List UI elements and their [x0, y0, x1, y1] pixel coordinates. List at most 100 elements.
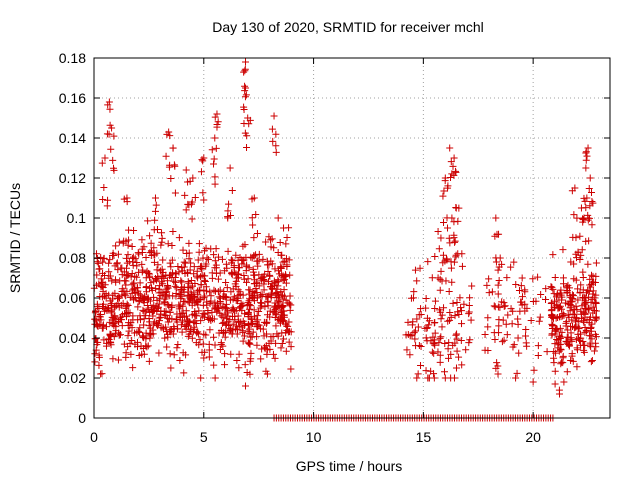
data-point	[198, 156, 206, 164]
data-point	[174, 263, 182, 271]
data-point	[566, 292, 574, 300]
data-point	[514, 320, 522, 328]
data-point	[125, 226, 133, 234]
data-point	[167, 303, 175, 311]
data-point	[210, 333, 218, 341]
data-point	[444, 224, 452, 232]
data-point	[559, 359, 567, 367]
data-point	[582, 298, 590, 306]
data-point	[465, 310, 473, 318]
data-point	[272, 311, 280, 319]
data-point	[588, 335, 596, 343]
data-point	[277, 344, 285, 352]
data-point	[501, 302, 509, 310]
data-point	[220, 288, 228, 296]
data-point	[102, 342, 110, 350]
data-point	[153, 276, 161, 284]
data-point	[272, 148, 280, 156]
data-point	[453, 335, 461, 343]
data-point	[180, 258, 188, 266]
data-point	[166, 308, 174, 316]
data-point	[199, 157, 207, 165]
data-point	[411, 266, 419, 274]
data-point	[144, 302, 152, 310]
data-point	[577, 204, 585, 212]
data-point	[485, 275, 493, 283]
data-point	[284, 322, 292, 330]
data-point	[169, 330, 177, 338]
data-point	[159, 289, 167, 297]
data-point	[201, 276, 209, 284]
data-point	[274, 303, 282, 311]
data-point	[140, 350, 148, 358]
data-point	[552, 349, 560, 357]
data-point	[183, 249, 191, 257]
data-point	[452, 364, 460, 372]
data-point	[175, 268, 183, 276]
data-point	[240, 105, 248, 113]
data-point	[114, 356, 122, 364]
data-point	[448, 214, 456, 222]
data-point	[150, 258, 158, 266]
data-point	[240, 271, 248, 279]
data-point	[515, 349, 523, 357]
data-point	[555, 386, 563, 394]
data-point	[548, 299, 556, 307]
data-point	[402, 331, 410, 339]
data-point	[262, 319, 270, 327]
data-point	[285, 224, 293, 232]
data-point	[577, 334, 585, 342]
data-point	[507, 263, 515, 271]
data-point	[108, 124, 116, 132]
data-point	[416, 264, 424, 272]
data-point	[582, 305, 590, 313]
data-point	[198, 271, 206, 279]
data-point	[517, 298, 525, 306]
data-point	[104, 335, 112, 343]
data-point	[537, 291, 545, 299]
data-point	[129, 312, 137, 320]
data-point	[584, 216, 592, 224]
data-point	[498, 298, 506, 306]
data-point	[536, 313, 544, 321]
data-point	[106, 318, 114, 326]
data-point	[241, 241, 249, 249]
data-point	[230, 262, 238, 270]
data-point	[491, 232, 499, 240]
data-point	[179, 302, 187, 310]
data-point	[140, 321, 148, 329]
data-point	[129, 364, 137, 372]
data-point	[534, 342, 542, 350]
data-point	[109, 291, 117, 299]
data-point	[197, 374, 205, 382]
data-point	[535, 317, 543, 325]
data-point	[164, 300, 172, 308]
data-point	[138, 260, 146, 268]
data-point	[502, 320, 510, 328]
data-point	[447, 313, 455, 321]
data-point	[182, 206, 190, 214]
data-point	[500, 336, 508, 344]
data-point	[279, 258, 287, 266]
data-point	[425, 317, 433, 325]
y-tick-label: 0.18	[59, 50, 86, 66]
data-point	[175, 301, 183, 309]
data-point	[165, 272, 173, 280]
data-point	[578, 246, 586, 254]
data-point	[158, 272, 166, 280]
data-point	[583, 327, 591, 335]
data-point	[205, 314, 213, 322]
data-point	[221, 361, 229, 369]
data-point	[580, 194, 588, 202]
data-point	[249, 328, 257, 336]
data-point	[562, 319, 570, 327]
data-point	[186, 327, 194, 335]
data-point	[488, 288, 496, 296]
data-point	[206, 315, 214, 323]
data-point	[179, 246, 187, 254]
data-point	[587, 358, 595, 366]
data-point	[579, 317, 587, 325]
data-point	[134, 249, 142, 257]
data-point	[178, 267, 186, 275]
data-point	[107, 307, 115, 315]
